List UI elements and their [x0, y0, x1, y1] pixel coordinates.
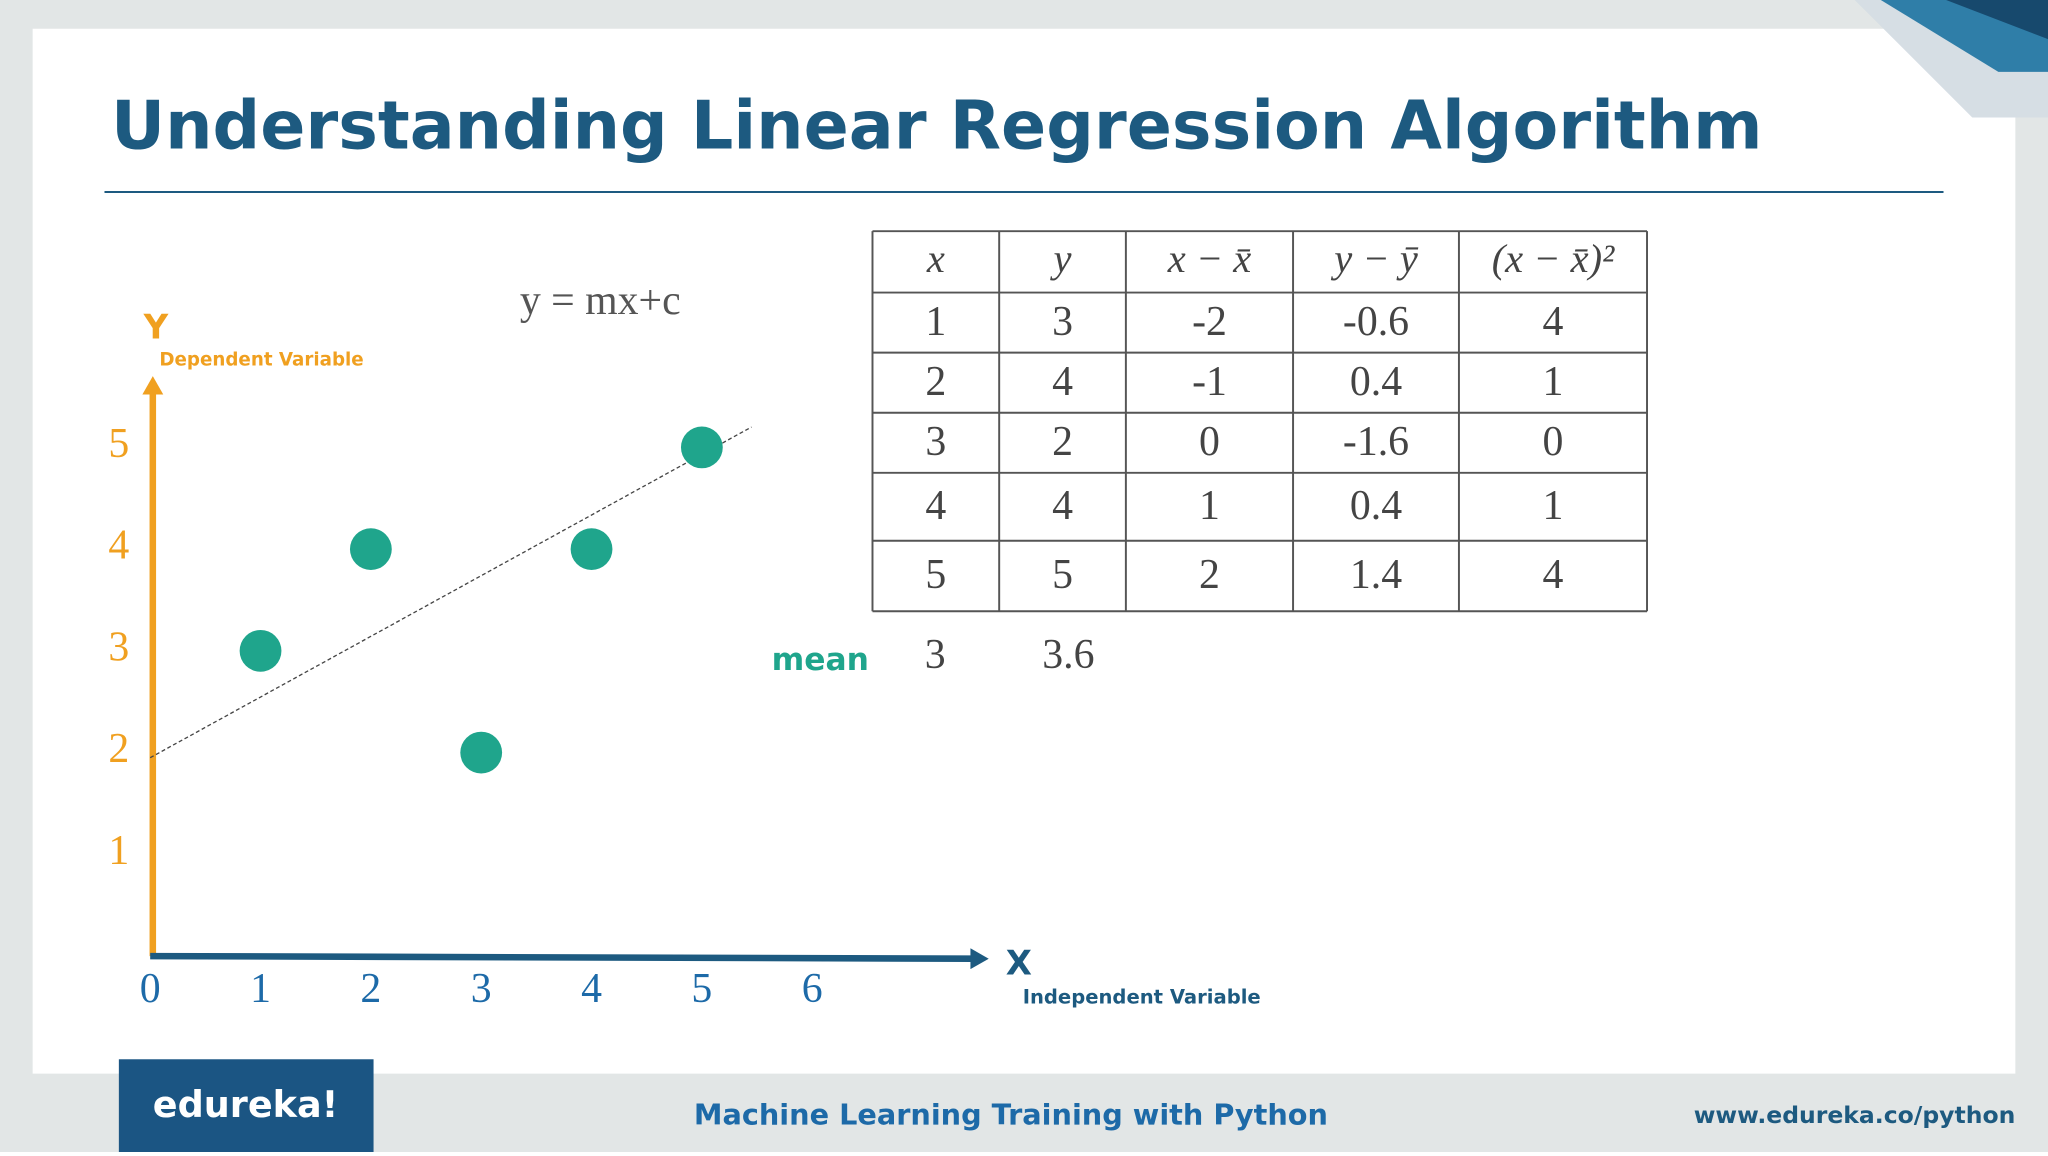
table-cell: -1.6: [1343, 419, 1409, 465]
x-tick-label: 2: [360, 966, 381, 1012]
table-header: x − x̄: [1167, 236, 1252, 281]
x-axis-subtitle: Independent Variable: [1023, 985, 1261, 1008]
equation: y = mx+c: [520, 278, 681, 324]
table-cell: 1: [1199, 483, 1220, 529]
course: Machine Learning Training with Python: [694, 1098, 1328, 1132]
mean-label: mean: [772, 642, 869, 678]
logo-box: [118, 1059, 374, 1152]
table-cell: -1: [1192, 359, 1227, 405]
table-header: y: [1050, 236, 1072, 281]
x-axis-arrow: [970, 948, 989, 970]
table-cell: -2: [1192, 299, 1227, 345]
title: Understanding Linear Regression Algorith…: [111, 87, 1763, 165]
url: www.edureka.co/python: [1694, 1101, 2016, 1129]
table-cell: 4: [925, 483, 946, 529]
table-cell: -0.6: [1343, 299, 1409, 345]
table-cell: 4: [1052, 359, 1073, 405]
x-tick-label: 3: [471, 966, 492, 1012]
table-header: x: [926, 236, 945, 281]
table-cell: 3: [925, 419, 946, 465]
table-cell: 4: [1543, 299, 1564, 345]
x-axis-label: X: [1006, 944, 1032, 984]
table-cell: 0.4: [1350, 359, 1402, 405]
table-header: y − ȳ: [1330, 236, 1419, 281]
y-tick-label: 4: [108, 523, 129, 569]
x-axis: [150, 952, 974, 962]
table-cell: 1: [1543, 359, 1564, 405]
trend-line: [149, 426, 752, 759]
point: [239, 629, 282, 672]
table-cell: 4: [1543, 552, 1564, 598]
y-tick-label: 2: [108, 726, 129, 772]
table-header: (x − x̄)²: [1492, 236, 1615, 281]
table-cell: 2: [1199, 552, 1220, 598]
x-tick-label: 0: [140, 966, 161, 1012]
x-tick-label: 6: [802, 966, 823, 1012]
point: [460, 731, 503, 774]
x-tick-label: 1: [250, 966, 271, 1012]
y-axis-arrow: [142, 376, 164, 395]
table-cell: 0: [1199, 419, 1220, 465]
mean-value: 3: [925, 632, 946, 678]
x-tick-label: 5: [691, 966, 712, 1012]
point: [680, 426, 723, 469]
y-tick-label: 5: [108, 421, 129, 467]
x-tick-label: 4: [581, 966, 602, 1012]
table-cell: 4: [1052, 483, 1073, 529]
table-cell: 5: [925, 552, 946, 598]
mean-value: 3.6: [1042, 632, 1094, 678]
point: [570, 528, 613, 571]
table-cell: 5: [1052, 552, 1073, 598]
table-cell: 0: [1543, 419, 1564, 465]
y-tick-label: 3: [108, 624, 129, 670]
table-cell: 2: [1052, 419, 1073, 465]
table-cell: 1: [1543, 483, 1564, 529]
y-tick-label: 1: [108, 828, 129, 874]
table-cell: 1.4: [1350, 552, 1402, 598]
table-cell: 3: [1052, 299, 1073, 345]
panel: [32, 28, 2016, 1074]
point: [349, 528, 392, 571]
y-axis-label: Y: [143, 308, 169, 348]
y-axis-subtitle: Dependent Variable: [159, 349, 363, 370]
logo: edureka!: [153, 1083, 339, 1126]
table-cell: 0.4: [1350, 483, 1402, 529]
table-cell: 2: [925, 359, 946, 405]
table-cell: 1: [925, 299, 946, 345]
